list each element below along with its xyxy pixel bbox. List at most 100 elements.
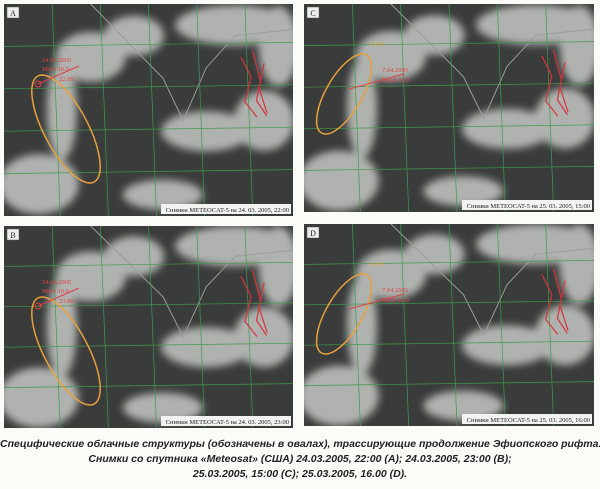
annotation: M4.8 10.0 <box>382 77 409 84</box>
grid-line <box>4 383 293 388</box>
annotation: 24.03.2005 <box>42 279 71 286</box>
caption-line: 25.03.2005, 15:00 (C); 25.03.2005, 16.00… <box>192 468 408 480</box>
cloud <box>423 390 504 421</box>
cloud <box>535 88 594 149</box>
grid-line <box>4 84 293 90</box>
cloud <box>462 108 552 149</box>
epicenter <box>34 302 42 310</box>
rift-lines <box>240 50 268 118</box>
cloud <box>104 236 165 277</box>
annotation: 23.00 <box>59 298 74 305</box>
figure-caption: Специфические облачные структуры (обозна… <box>0 437 600 482</box>
grid-line <box>148 226 157 428</box>
pointer <box>348 73 405 90</box>
panel-letter: B <box>10 231 15 240</box>
panel-letter: C <box>310 9 315 18</box>
grid-line <box>304 381 594 386</box>
caption-line: Специфические облачные структуры (обозна… <box>0 438 600 450</box>
image-caption: Снимки METEOCAT-5 на 24. 03. 2005, 23:00 <box>166 419 289 426</box>
epicenter <box>34 80 42 88</box>
grid-line <box>196 226 206 428</box>
grid-line <box>304 260 594 265</box>
caption-line: Снимки со спутника «Meteosat» (США) 24.0… <box>88 453 512 465</box>
rift-lines <box>240 270 268 337</box>
cloud <box>559 224 594 305</box>
grid-line <box>400 224 410 426</box>
grid-line <box>351 224 361 426</box>
cloud <box>462 325 552 366</box>
cloud <box>234 90 293 151</box>
cloud <box>423 176 504 207</box>
grid-line <box>400 4 410 212</box>
grid-line <box>51 226 61 428</box>
satellite-image: B 24.03.2005 M4.9 10.0 23.00 Снимки METEOCAT… <box>4 226 293 428</box>
cloud <box>122 392 203 423</box>
grid-line <box>4 42 293 47</box>
rift-lines <box>541 49 569 117</box>
grid-line <box>304 300 594 306</box>
grid-line <box>545 4 555 212</box>
grid-line <box>496 224 506 426</box>
annotation: M4.9 10.0 <box>42 66 69 73</box>
grid-line <box>196 4 206 216</box>
cloud <box>258 226 293 307</box>
grid-line <box>304 82 594 88</box>
annotation: 15.00 <box>369 41 384 48</box>
grid-line <box>4 342 293 348</box>
cloud <box>234 307 293 368</box>
panel-letter: A <box>10 9 16 18</box>
annotation: 24.03.2005 <box>42 57 71 64</box>
cloud <box>161 111 252 152</box>
cloud <box>404 15 465 56</box>
grid-line <box>4 262 293 267</box>
oval <box>31 296 101 406</box>
letter-box <box>6 228 20 241</box>
cloud <box>559 5 594 86</box>
grid-line <box>304 166 594 171</box>
letter-box <box>306 6 320 19</box>
cloud <box>161 327 252 368</box>
pointer <box>348 293 405 310</box>
grid-line <box>99 226 109 428</box>
annotation: 7.04.2005 <box>382 67 408 74</box>
letter-box <box>306 226 320 239</box>
cloud <box>46 60 77 160</box>
grid-line <box>448 224 458 426</box>
cloud <box>404 234 465 275</box>
grid-line <box>244 4 254 216</box>
oval <box>315 53 373 135</box>
clouds <box>4 5 293 215</box>
satellite-image: A 24.03.2005 M4.9 10.0 22.00 Снимки METEOCAT… <box>4 4 293 216</box>
image-caption: Снимки METEOCAT-5 на 25. 03. 2005, 16:00 <box>467 417 590 424</box>
grid-line <box>4 302 293 308</box>
cloud <box>347 58 377 158</box>
caption-box <box>462 414 592 424</box>
cloud <box>304 365 379 426</box>
annotation: M4.9 10.0 <box>382 297 409 304</box>
cloud <box>304 150 379 211</box>
panel-letter: D <box>310 229 316 238</box>
cloud <box>104 15 165 56</box>
oval <box>31 74 101 184</box>
satellite-image: D 16.00 7.04.2005 M4.9 10.0 Снимки METEOCAT-… <box>304 224 594 426</box>
pointer <box>37 287 80 307</box>
grid-line <box>496 4 506 212</box>
annotation: 7.04.2005 <box>382 287 408 294</box>
cloud <box>347 275 377 375</box>
grid-line <box>51 4 61 216</box>
pointer <box>37 65 80 85</box>
grid-line <box>4 126 293 132</box>
grid-line <box>4 169 293 174</box>
grid-line <box>448 4 458 212</box>
rift-lines <box>541 268 569 335</box>
annotation: 16.00 <box>369 261 384 268</box>
grid-line <box>148 4 157 216</box>
letter-box <box>6 6 20 19</box>
image-caption: Снимки METEOCAT-5 на 24. 03. 2005, 22:00 <box>166 207 289 214</box>
oval <box>315 273 373 355</box>
caption-box <box>161 204 291 214</box>
grid-line <box>304 340 594 346</box>
cloud <box>535 305 594 366</box>
satellite-image: C 15.00 7.04.2005 M4.8 10.0 Снимки METEOCAT-… <box>304 4 594 212</box>
